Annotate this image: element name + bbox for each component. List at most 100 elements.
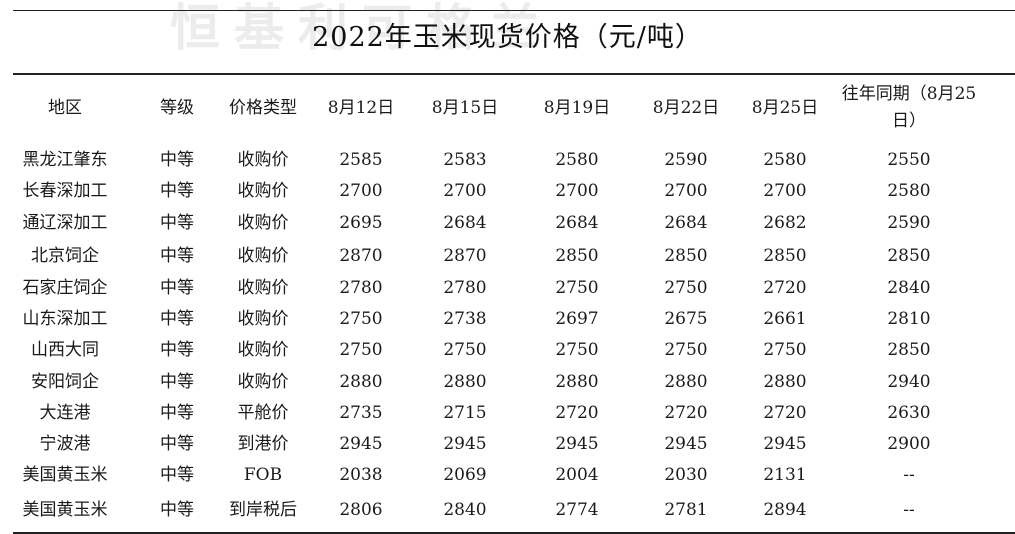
table-cell: 通辽深加工: [22, 212, 108, 233]
table-cell: 2945: [664, 433, 708, 454]
table-cell: 2661: [763, 308, 807, 329]
table-cell: 2700: [339, 180, 383, 201]
table-cell: 2750: [555, 339, 599, 360]
column-header: 8月12日: [327, 97, 395, 118]
table-cell: 中等: [160, 371, 194, 392]
table-cell: 2750: [339, 339, 383, 360]
table-cell: 收购价: [237, 277, 289, 298]
table-cell: 2750: [664, 277, 708, 298]
table-cell: 北京饲企: [31, 245, 99, 266]
table-cell: 2850: [555, 245, 599, 266]
table-cell: 2715: [443, 402, 487, 423]
table-cell: 长春深加工: [22, 180, 108, 201]
table-cell: 2880: [664, 371, 708, 392]
table-header: 地区 等级 价格类型 8月12日 8月15日 8月19日 8月22日 8月25日 往年同期（8月…: [13, 76, 1015, 140]
table-cell: 2840: [443, 499, 487, 520]
table-cell: 中等: [160, 402, 194, 423]
table-cell: 2720: [555, 402, 599, 423]
table-cell: 2038: [339, 464, 383, 485]
table-cell: 中等: [160, 212, 194, 233]
table-cell: 黑龙江肇东: [22, 149, 108, 170]
table-cell: 2684: [555, 212, 599, 233]
table-cell: 2750: [664, 339, 708, 360]
table-cell: 中等: [160, 245, 194, 266]
column-header: 8月19日: [543, 97, 611, 118]
table-cell: 收购价: [237, 212, 289, 233]
table-row: 石家庄饲企 中等 收购价 2780 2780 2750 2750 2720 2840: [13, 272, 1015, 304]
header-rule: [13, 73, 1015, 75]
table-row: 美国黄玉米 中等 到岸税后 2806 2840 2774 2781 2894 --: [13, 494, 1015, 526]
table-cell: 2550: [887, 149, 931, 170]
table-cell: 收购价: [237, 149, 289, 170]
price-table: 地区 等级 价格类型 8月12日 8月15日 8月19日 8月22日 8月25日 往年同期（8月…: [13, 76, 1015, 530]
table-cell: 2720: [664, 402, 708, 423]
column-header: 往年同期（8月25日）: [841, 84, 977, 131]
table-cell: 大连港: [39, 402, 91, 423]
table-cell: 2030: [664, 464, 708, 485]
table-cell: 2940: [887, 371, 931, 392]
table-cell: 宁波港: [39, 433, 91, 454]
table-cell: 2720: [763, 277, 807, 298]
table-cell: 2700: [443, 180, 487, 201]
column-header: 地区: [48, 97, 82, 118]
table-row: 通辽深加工 中等 收购价 2695 2684 2684 2684 2682 2590: [13, 207, 1015, 239]
watermark: 恒基利可格兰: [170, 0, 554, 57]
table-cell: 2894: [763, 499, 807, 520]
table-cell: 2781: [664, 499, 708, 520]
table-cell: 2580: [555, 149, 599, 170]
column-header: 8月15日: [431, 97, 499, 118]
table-cell: 2630: [887, 402, 931, 423]
table-cell: 2583: [443, 149, 487, 170]
table-cell: 2840: [887, 277, 931, 298]
table-row: 山东深加工 中等 收购价 2750 2738 2697 2675 2661 2810: [13, 303, 1015, 335]
table-cell: 2700: [555, 180, 599, 201]
table-cell: 2004: [555, 464, 599, 485]
top-rule: [13, 10, 1015, 11]
page-title: 2022年玉米现货价格（元/吨）: [312, 22, 703, 53]
table-cell: 2870: [443, 245, 487, 266]
table-cell: 2720: [763, 402, 807, 423]
table-cell: 2945: [443, 433, 487, 454]
table-row: 大连港 中等 平舱价 2735 2715 2720 2720 2720 2630: [13, 397, 1015, 429]
table-cell: 2880: [339, 371, 383, 392]
table-cell: 2806: [339, 499, 383, 520]
table-cell: 2131: [763, 464, 807, 485]
table-cell: 2590: [887, 212, 931, 233]
column-header: 价格类型: [229, 97, 297, 118]
table-cell: 到岸税后: [229, 499, 297, 520]
table-cell: --: [903, 464, 915, 485]
table-row: 长春深加工 中等 收购价 2700 2700 2700 2700 2700 2580: [13, 175, 1015, 207]
table-cell: 中等: [160, 180, 194, 201]
table-cell: 收购价: [237, 308, 289, 329]
table-cell: 2750: [339, 308, 383, 329]
table-cell: 中等: [160, 277, 194, 298]
table-cell: 2900: [887, 433, 931, 454]
table-cell: 2590: [664, 149, 708, 170]
table-cell: 收购价: [237, 371, 289, 392]
table-cell: 到港价: [237, 433, 289, 454]
table-cell: 2735: [339, 402, 383, 423]
table-row: 安阳饲企 中等 收购价 2880 2880 2880 2880 2880 2940: [13, 366, 1015, 398]
table-cell: 收购价: [237, 245, 289, 266]
table-row: 宁波港 中等 到港价 2945 2945 2945 2945 2945 2900: [13, 428, 1015, 460]
table-cell: 收购价: [237, 339, 289, 360]
table-cell: 2700: [763, 180, 807, 201]
table-cell: 2675: [664, 308, 708, 329]
table-cell: 2684: [664, 212, 708, 233]
table-cell: 2945: [763, 433, 807, 454]
table-cell: 平舱价: [237, 402, 289, 423]
table-cell: 收购价: [237, 180, 289, 201]
table-cell: 美国黄玉米: [22, 499, 108, 520]
table-cell: 2850: [763, 245, 807, 266]
table-cell: 2585: [339, 149, 383, 170]
column-header: 8月25日: [751, 97, 819, 118]
table-cell: 2945: [555, 433, 599, 454]
table-cell: 山东深加工: [22, 308, 108, 329]
table-cell: --: [903, 499, 915, 520]
table-cell: 山西大同: [31, 339, 99, 360]
table-cell: 2700: [664, 180, 708, 201]
table-cell: 2880: [763, 371, 807, 392]
table-cell: 2945: [339, 433, 383, 454]
table-cell: 2850: [887, 245, 931, 266]
bottom-rule: [13, 532, 1015, 534]
